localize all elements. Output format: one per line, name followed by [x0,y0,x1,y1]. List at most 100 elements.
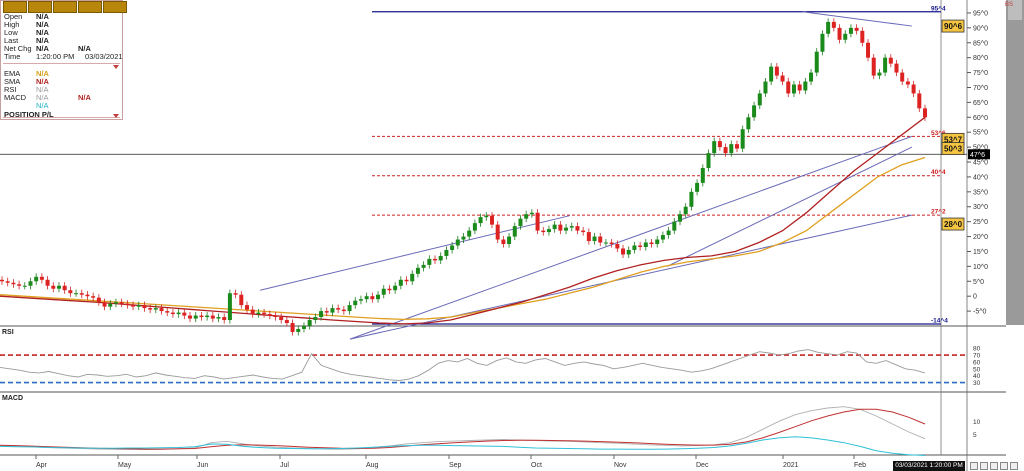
pin-icon[interactable] [1000,462,1008,470]
macd-panel-label: MACD [2,395,23,402]
collapse-triangle-icon[interactable] [113,114,119,118]
rsi-tick-label: 30 [973,380,981,387]
footer-timestamp: 03/03/2021 1:20:00 PM [893,461,965,471]
close-icon[interactable] [1010,462,1018,470]
price-box [941,217,965,231]
toolbar-button[interactable] [103,1,127,13]
candle-body [239,294,244,306]
candle-body [552,224,557,230]
candle-body [267,314,272,316]
price-tick-label: 85^0 [973,40,988,47]
candle-body [364,296,369,300]
candle-body [831,21,836,28]
info-value-netchg: N/A [36,44,49,53]
macd-line [0,406,926,451]
candle-body [188,315,193,319]
candle-body [376,294,381,300]
price-tick-label: 40^0 [973,174,988,181]
candle-body [433,258,438,261]
trendline [667,146,913,267]
candle-body [518,218,523,227]
study-label-rsi: RSI [4,85,17,94]
candle-body [734,144,739,149]
candle-body [296,328,301,332]
candle-body [660,235,665,240]
info-row-high: High [4,20,19,29]
price-tick-label: 75^0 [973,70,988,77]
candle-body [609,242,614,245]
candle-body [843,33,848,40]
candle-body [683,206,688,215]
candle-body [507,236,512,245]
candle-body [752,105,757,118]
candle-body [176,312,181,315]
candle-body [0,279,4,282]
candle-body [826,21,831,34]
candle-body [102,302,107,307]
candle-body [546,229,551,233]
candle-body [586,232,591,242]
toolbar-button[interactable] [28,1,52,13]
info-row-last: Last [4,36,18,45]
price-tick-label: 65^0 [973,100,988,107]
candle-body [575,226,580,231]
candle-body [746,117,751,130]
info-row-time: Time [4,52,20,61]
candle-body [136,305,141,307]
price-box-label: 53^7 [944,135,963,144]
candle-body [28,281,33,286]
position-pl-label: POSITION P/L [4,110,54,119]
macd-histogram-line [0,436,926,456]
candle-body [848,27,853,34]
candle-body [455,239,460,246]
candle-body [495,224,500,240]
price-box-label: 50^3 [944,145,963,154]
candle-body [279,317,284,321]
settings-icon[interactable] [990,462,998,470]
toolbar-button[interactable] [53,1,77,13]
toolbar-button[interactable] [78,1,102,13]
sma-line [0,116,926,325]
candle-body [336,308,341,310]
fib-level-label: -14^4 [931,317,948,325]
candle-body [729,144,734,154]
candle-body [11,282,16,285]
vertical-scrollbar[interactable] [1006,0,1024,325]
zoom-out-icon[interactable] [970,462,978,470]
candle-body [39,276,44,280]
candle-body [763,81,768,94]
candle-body [512,226,517,237]
month-label: 2021 [783,462,799,469]
candle-body [210,315,215,319]
candle-body [91,296,96,298]
trendline [349,214,912,340]
scrollbar-thumb[interactable] [1008,0,1022,20]
price-tick-label: 25^0 [973,219,988,226]
info-value-open: N/A [36,12,49,21]
candle-body [478,217,483,224]
candle-body [410,273,415,282]
candle-body [330,308,335,313]
candle-body [34,276,39,282]
collapse-triangle-icon[interactable] [113,65,119,69]
candle-body [649,242,654,245]
month-label: Aug [366,462,379,469]
candle-body [427,258,432,265]
candle-body [131,305,136,307]
candle-body [780,75,785,82]
info-value-netchg-pct: N/A [78,44,91,53]
candle-body [290,323,295,332]
fib-level-label: 95^4 [931,4,946,12]
candle-body [666,230,671,236]
macd-signal-line [0,408,926,450]
zoom-in-icon[interactable] [980,462,988,470]
candle-body [370,296,375,300]
candle-body [119,302,124,304]
study-value-macd: N/A [36,93,49,102]
month-label: Apr [36,462,48,469]
candle-body [883,57,888,73]
toolbar-button[interactable] [3,1,27,13]
candle-body [74,293,79,295]
candle-body [917,93,922,109]
